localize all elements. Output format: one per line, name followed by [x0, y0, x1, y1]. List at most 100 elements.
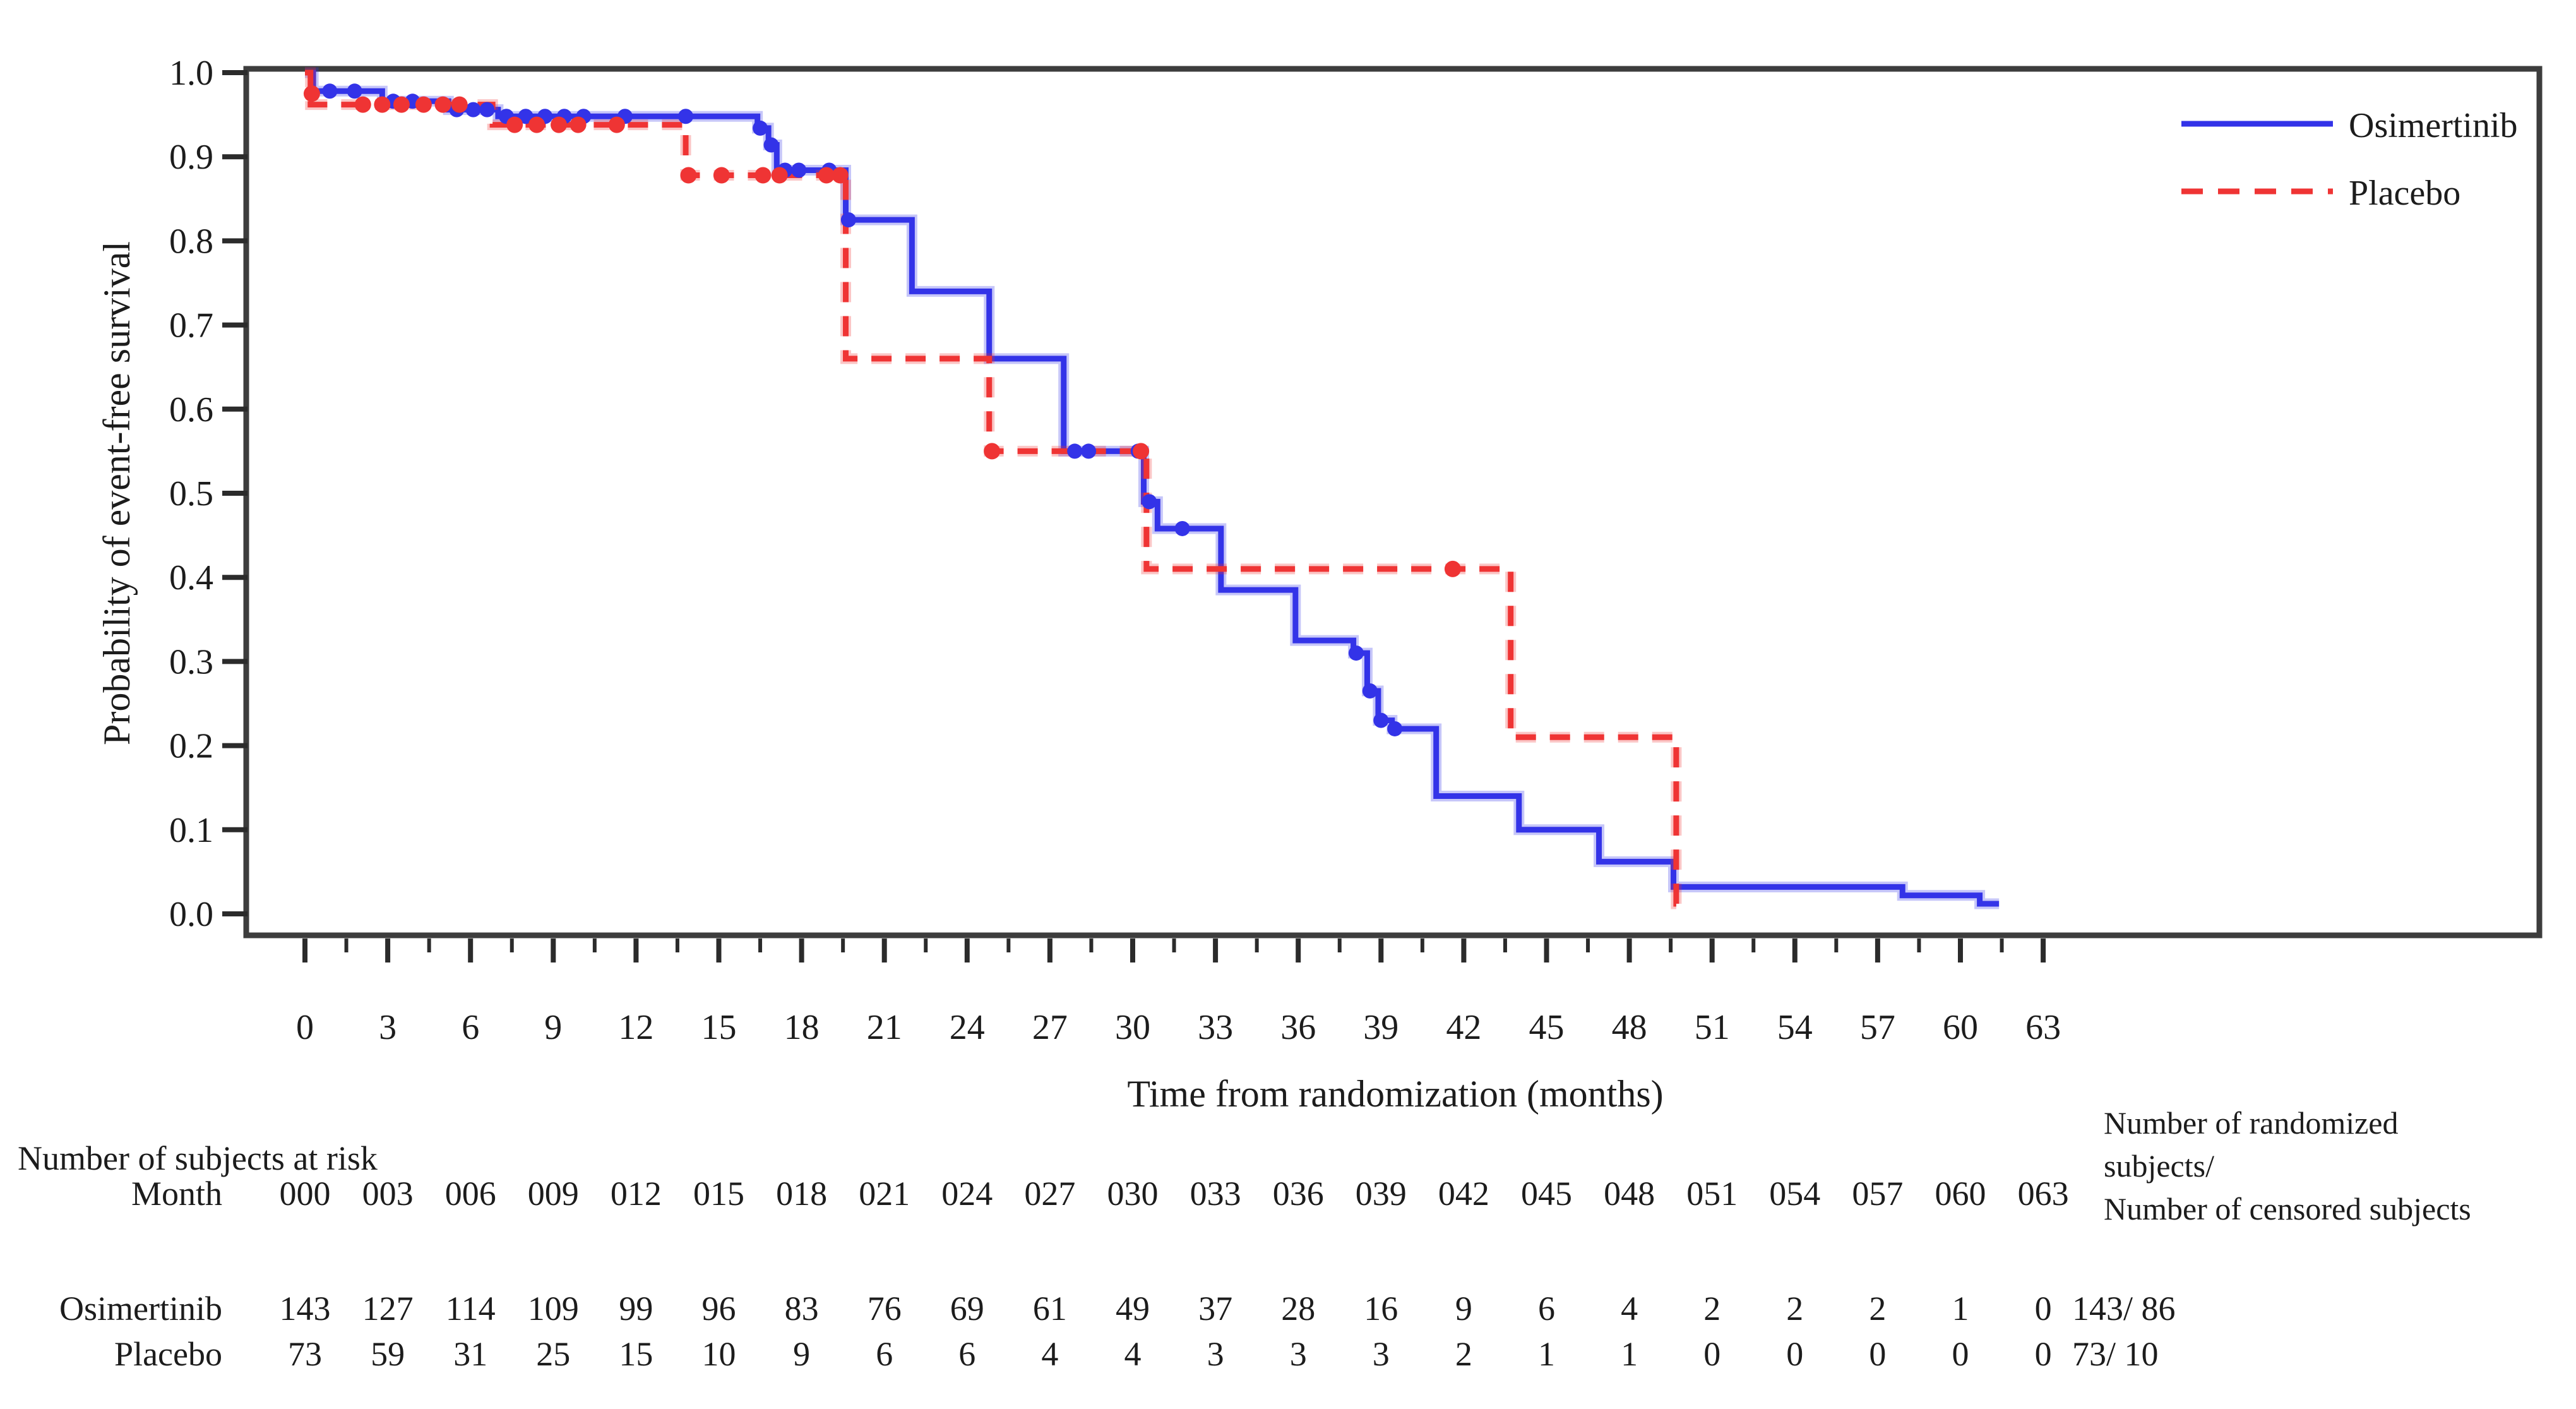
censor-mark-osimertinib	[479, 102, 495, 117]
month-col-label: 018	[776, 1175, 827, 1213]
month-col-label: 063	[2018, 1175, 2069, 1213]
risk-count-osimertinib: 9	[1455, 1290, 1472, 1328]
y-tick-label: 0.2	[169, 727, 213, 766]
generated-chart-layer: 0.00.10.20.30.40.50.60.70.80.91.00 3 6 9 12 1…	[169, 54, 2069, 1373]
month-col-label: 009	[528, 1175, 579, 1213]
censor-mark-placebo	[551, 116, 568, 133]
censor-mark-osimertinib	[465, 102, 481, 117]
risk-count-osimertinib: 49	[1116, 1290, 1150, 1328]
risk-table-month-header: Month	[131, 1175, 222, 1213]
y-tick-label: 0.0	[169, 895, 213, 934]
risk-count-placebo: 0	[1869, 1335, 1886, 1373]
censor-mark-osimertinib	[1362, 683, 1378, 699]
risk-count-placebo: 0	[1952, 1335, 1969, 1373]
risk-count-osimertinib: 16	[1364, 1290, 1398, 1328]
series-halo-placebo	[305, 67, 1682, 909]
month-col-label: 048	[1604, 1175, 1655, 1213]
risk-count-placebo: 0	[2035, 1335, 2052, 1373]
month-col-label: 045	[1521, 1175, 1572, 1213]
risk-count-osimertinib: 2	[1703, 1290, 1720, 1328]
censor-mark-placebo	[569, 116, 587, 133]
risk-count-placebo: 73	[288, 1335, 322, 1373]
risk-count-placebo: 10	[702, 1335, 736, 1373]
risk-count-osimertinib: 6	[1538, 1290, 1555, 1328]
censor-mark-osimertinib	[1174, 520, 1190, 536]
risk-count-osimertinib: 114	[446, 1290, 496, 1328]
x-tick-label: 36	[1280, 1008, 1316, 1047]
y-tick-label: 0.4	[169, 558, 213, 597]
month-col-label: 003	[362, 1175, 414, 1213]
risk-summary-osimertinib: 143/ 86	[2072, 1290, 2176, 1328]
risk-count-placebo: 2	[1455, 1335, 1472, 1373]
month-col-label: 027	[1024, 1175, 1075, 1213]
censor-mark-placebo	[680, 167, 697, 184]
risk-count-placebo: 0	[1786, 1335, 1803, 1373]
x-tick-label: 6	[462, 1008, 479, 1047]
month-col-label: 015	[693, 1175, 744, 1213]
risk-count-osimertinib: 2	[1786, 1290, 1803, 1328]
censor-mark-osimertinib	[518, 109, 534, 124]
x-tick-label: 24	[950, 1008, 985, 1047]
censor-mark-osimertinib	[1373, 712, 1389, 728]
x-tick-label: 60	[1943, 1008, 1978, 1047]
risk-row-label-osimertinib: Osimertinib	[59, 1290, 222, 1328]
censor-mark-placebo	[393, 96, 410, 113]
risk-count-placebo: 1	[1621, 1335, 1638, 1373]
risk-count-osimertinib: 61	[1033, 1290, 1067, 1328]
risk-count-placebo: 25	[536, 1335, 570, 1373]
censor-mark-osimertinib	[347, 83, 362, 99]
legend-label-osimertinib: Osimertinib	[2349, 106, 2518, 145]
x-tick-label: 51	[1695, 1008, 1730, 1047]
y-axis-title: Probability of event-free survival	[96, 241, 138, 745]
censor-mark-osimertinib	[1067, 443, 1083, 459]
y-tick-label: 0.5	[169, 474, 213, 513]
month-col-label: 039	[1356, 1175, 1407, 1213]
y-tick-label: 0.9	[169, 138, 213, 177]
plot-frame	[243, 66, 2543, 938]
month-col-label: 036	[1273, 1175, 1324, 1213]
y-tick-label: 0.1	[169, 811, 213, 850]
risk-count-osimertinib: 37	[1198, 1290, 1232, 1328]
series-line-placebo	[305, 69, 1682, 907]
censor-mark-osimertinib	[1142, 494, 1157, 510]
x-tick-label: 12	[618, 1008, 653, 1047]
x-tick-label: 27	[1032, 1008, 1068, 1047]
x-tick-label: 33	[1198, 1008, 1233, 1047]
risk-table-title: Number of subjects at risk	[18, 1139, 378, 1177]
censor-mark-placebo	[1133, 443, 1150, 460]
risk-count-placebo: 31	[453, 1335, 487, 1373]
month-col-label: 030	[1107, 1175, 1159, 1213]
risk-count-placebo: 3	[1207, 1335, 1224, 1373]
y-tick-label: 0.8	[169, 222, 213, 261]
series-line-osimertinib	[305, 69, 2000, 907]
risk-count-placebo: 6	[876, 1335, 893, 1373]
x-tick-label: 57	[1860, 1008, 1895, 1047]
censor-mark-placebo	[506, 116, 523, 133]
risk-count-placebo: 59	[371, 1335, 405, 1373]
series-halo-osimertinib	[305, 67, 2000, 909]
month-col-label: 006	[445, 1175, 496, 1213]
risk-count-placebo: 3	[1373, 1335, 1390, 1373]
risk-row-label-placebo: Placebo	[114, 1335, 222, 1373]
month-col-label: 057	[1852, 1175, 1903, 1213]
x-tick-label: 45	[1529, 1008, 1565, 1047]
x-tick-label: 18	[784, 1008, 820, 1047]
y-tick-label: 0.6	[169, 390, 213, 429]
month-col-label: 060	[1935, 1175, 1986, 1213]
censor-mark-placebo	[832, 167, 849, 184]
censor-mark-placebo	[528, 116, 546, 133]
risk-count-osimertinib: 143	[280, 1290, 331, 1328]
censor-mark-placebo	[374, 96, 391, 113]
censor-mark-placebo	[451, 96, 468, 113]
x-tick-label: 39	[1363, 1008, 1398, 1047]
x-tick-label: 0	[296, 1008, 314, 1047]
censor-mark-osimertinib	[1348, 645, 1364, 661]
x-tick-label: 42	[1446, 1008, 1481, 1047]
censor-mark-placebo	[771, 167, 788, 184]
x-tick-label: 30	[1115, 1008, 1150, 1047]
censor-mark-osimertinib	[322, 83, 338, 99]
risk-count-osimertinib: 1	[1952, 1290, 1969, 1328]
risk-count-osimertinib: 99	[619, 1290, 653, 1328]
x-tick-label: 21	[867, 1008, 902, 1047]
